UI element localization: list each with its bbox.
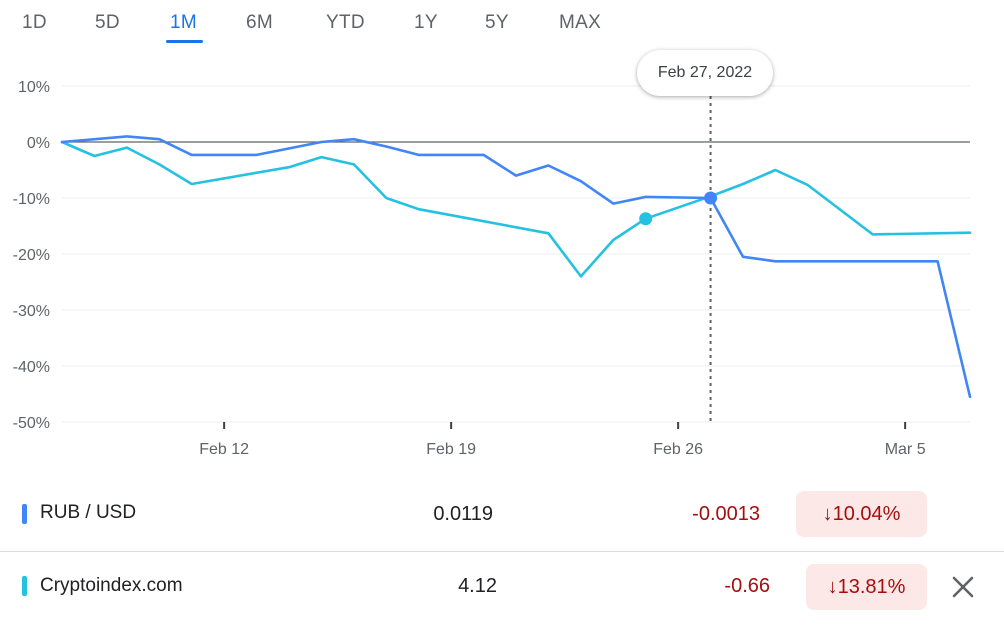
series-name: Cryptoindex.com: [40, 575, 183, 596]
series-name: RUB / USD: [40, 502, 137, 523]
tab-6m[interactable]: 6M: [246, 12, 273, 33]
arrow-down-icon: ↓: [822, 503, 833, 525]
y-tick-label: -50%: [13, 415, 50, 432]
tab-max[interactable]: MAX: [559, 12, 602, 33]
remove-comparison-close-icon[interactable]: [948, 572, 978, 602]
tab-5d[interactable]: 5D: [95, 12, 120, 33]
series-price: 0.0119: [433, 503, 493, 525]
arrow-down-icon: ↓: [827, 576, 838, 598]
percent-change-badge: ↓10.04%: [796, 491, 927, 537]
hover-point-rub-usd: [704, 191, 718, 205]
series-line-rub-usd: [60, 135, 972, 399]
series-change: -0.0013: [692, 503, 760, 525]
y-tick-label: 10%: [18, 79, 50, 96]
tab-1y[interactable]: 1Y: [414, 12, 438, 33]
y-tick-label: -20%: [13, 247, 50, 264]
timeframe-tabs: 1D 5D 1M 6M YTD 1Y 5Y MAX: [0, 0, 1004, 48]
x-tick-label: Feb 19: [426, 441, 476, 458]
comparison-line-chart[interactable]: 10% 0% -10% -20% -30% -40% -50% Feb 12 Feb 19 Feb…: [0, 48, 1004, 468]
active-tab-indicator: [166, 40, 203, 43]
percent-change-badge: ↓13.81%: [806, 564, 927, 610]
series-color-swatch: [22, 576, 27, 596]
comparison-row-rub-usd[interactable]: RUB / USD 0.0119 -0.0013 ↓10.04%: [0, 478, 1004, 550]
y-tick-label: -30%: [13, 303, 50, 320]
percent-change-value: 13.81%: [837, 576, 906, 598]
percent-change-value: 10.04%: [832, 503, 901, 525]
x-tick-label: Feb 12: [199, 441, 249, 458]
series-price: 4.12: [458, 575, 497, 597]
series-line-cryptoindex: [60, 140, 972, 278]
hover-date-tooltip: Feb 27, 2022: [637, 50, 773, 96]
series-change: -0.66: [724, 575, 770, 597]
tab-ytd[interactable]: YTD: [326, 12, 365, 33]
series-color-swatch: [22, 504, 27, 524]
y-tick-label: 0%: [27, 135, 50, 152]
tab-1d[interactable]: 1D: [22, 12, 47, 33]
row-divider: [0, 551, 1004, 552]
x-tick-label: Feb 26: [653, 441, 703, 458]
y-tick-label: -10%: [13, 191, 50, 208]
x-tick-label: Mar 5: [885, 441, 926, 458]
tab-1m[interactable]: 1M: [170, 12, 197, 33]
hover-point-cryptoindex: [639, 212, 653, 226]
tab-5y[interactable]: 5Y: [485, 12, 509, 33]
y-tick-label: -40%: [13, 359, 50, 376]
comparison-row-cryptoindex[interactable]: Cryptoindex.com 4.12 -0.66 ↓13.81%: [0, 552, 1004, 624]
